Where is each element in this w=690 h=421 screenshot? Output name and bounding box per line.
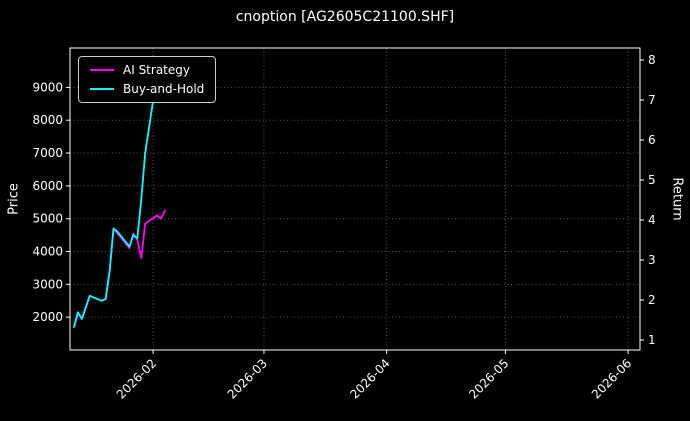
return-tick-label: 4 [648, 213, 656, 227]
legend-label-buy-and-hold: Buy-and-Hold [123, 82, 205, 96]
tick-labels: 2000 3000 4000 5000 6000 7000 8000 9000 1 2 3 4 5 6 7 8… [32, 53, 655, 402]
legend-line-sample-ai-strategy [90, 69, 114, 71]
price-tick-label: 2000 [32, 310, 63, 324]
series-lines [73, 68, 166, 328]
series-line-ai-strategy [73, 209, 166, 328]
return-tick-label: 1 [648, 333, 656, 347]
return-tick-label: 5 [648, 173, 656, 187]
price-tick-label: 5000 [32, 212, 63, 226]
date-tick-label: 2026-06 [589, 356, 634, 401]
date-tick-label: 2026-02 [114, 356, 159, 401]
date-tick-label: 2026-03 [225, 356, 270, 401]
date-tick-label: 2026-04 [347, 356, 392, 401]
chart-title: cnoption [AG2605C21100.SHF] [235, 9, 455, 25]
legend-line-sample-buy-and-hold [90, 88, 114, 90]
series-line-buy-and-hold [73, 68, 166, 328]
return-tick-label: 7 [648, 93, 656, 107]
return-tick-label: 2 [648, 293, 656, 307]
price-tick-label: 7000 [32, 146, 63, 160]
price-tick-label: 9000 [32, 80, 63, 94]
price-tick-label: 8000 [32, 113, 63, 127]
return-tick-label: 8 [648, 53, 656, 67]
legend: AI Strategy Buy-and-Hold [78, 56, 217, 103]
tick-marks [66, 59, 644, 354]
price-tick-label: 4000 [32, 245, 63, 259]
price-tick-label: 3000 [32, 277, 63, 291]
price-tick-label: 6000 [32, 179, 63, 193]
date-tick-label: 2026-05 [466, 356, 511, 401]
legend-item-buy-and-hold: Buy-and-Hold [90, 83, 204, 95]
legend-item-ai-strategy: AI Strategy [90, 64, 204, 76]
legend-label-ai-strategy: AI Strategy [123, 63, 190, 77]
return-tick-label: 6 [648, 133, 656, 147]
return-tick-label: 3 [648, 253, 656, 267]
axes-spine [69, 47, 641, 351]
